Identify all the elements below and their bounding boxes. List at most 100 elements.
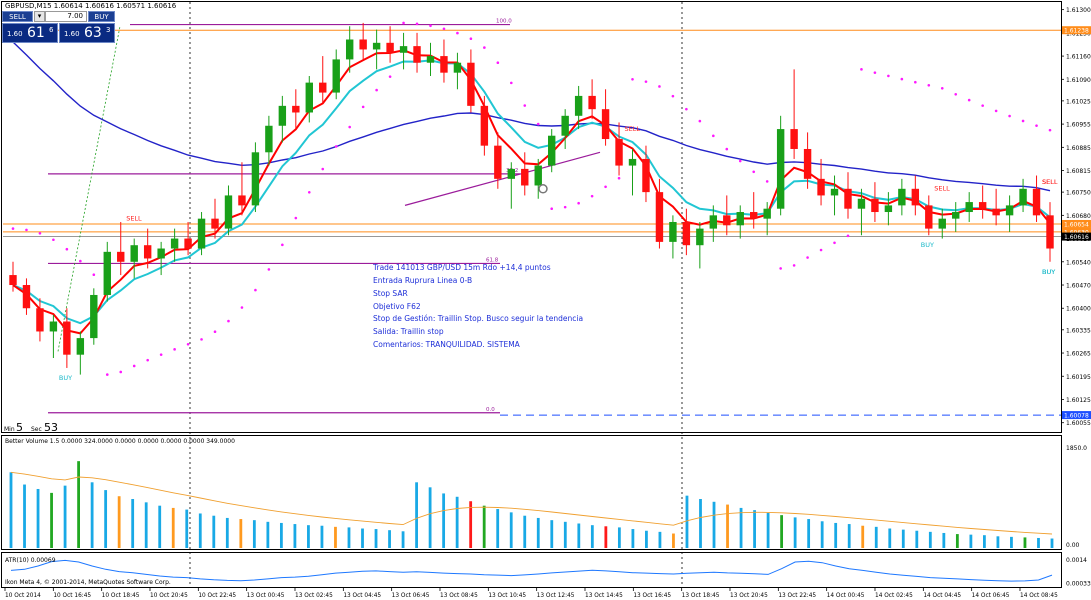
volume-bar xyxy=(550,520,554,548)
sar-dot xyxy=(792,264,796,267)
lots-input[interactable]: 7.00 xyxy=(45,11,87,22)
sar-dot xyxy=(819,248,823,252)
bear-candle xyxy=(184,238,192,249)
price-tick-label: 1.60680 xyxy=(1066,213,1091,220)
volume-tick-label: 0.00 xyxy=(1066,542,1080,549)
volume-bar xyxy=(563,521,567,548)
sar-dot xyxy=(119,370,123,374)
volume-bar xyxy=(699,499,702,548)
signal-ema-line xyxy=(12,59,1051,325)
bull-candle xyxy=(561,115,569,136)
sar-dot xyxy=(483,46,486,49)
fib-level-label: 61.8 xyxy=(486,257,499,263)
bear-candle xyxy=(978,202,987,209)
volume-bar xyxy=(834,522,838,548)
price-tick-label: 1.60955 xyxy=(1066,122,1091,129)
price-tick-label: 1.61300 xyxy=(1066,7,1091,14)
sell-quote-big: 61 xyxy=(27,25,45,41)
price-tick-label: 1.60750 xyxy=(1066,190,1091,197)
sell-quote[interactable]: 1.60 61 6 xyxy=(2,23,58,43)
volume-bar xyxy=(942,532,946,548)
bear-candle xyxy=(601,109,610,140)
bull-candle xyxy=(345,39,354,60)
price-tick-label: 1.60815 xyxy=(1066,168,1091,175)
bear-candle xyxy=(803,148,812,179)
sar-dot xyxy=(900,77,904,81)
sell-button[interactable]: SELL xyxy=(2,11,33,22)
sar-dot xyxy=(712,134,715,138)
sar-dot xyxy=(940,86,944,90)
sar-dot xyxy=(927,83,931,87)
trade-notes: Trade 141013 GBP/USD 15m Rdo +14,4 punto… xyxy=(372,263,583,349)
sar-dot xyxy=(887,74,890,78)
sar-dot xyxy=(765,180,769,183)
time-tick-label: 13 Oct 06:45 xyxy=(392,593,430,599)
price-tick-label: 1.60195 xyxy=(1066,374,1091,381)
crosshair-icon xyxy=(538,184,548,194)
buy-button[interactable]: BUY xyxy=(88,11,115,22)
bull-candle xyxy=(251,152,260,206)
volume-bar xyxy=(334,526,337,548)
volume-bar xyxy=(969,534,973,548)
sar-dot xyxy=(388,75,392,78)
bull-candle xyxy=(265,125,273,153)
price-tick-label: 1.60335 xyxy=(1066,327,1091,334)
sar-dot xyxy=(281,243,284,247)
sar-dot xyxy=(402,21,405,25)
time-tick-label: 13 Oct 20:45 xyxy=(730,593,768,599)
volume-bar xyxy=(9,472,13,548)
sell-signal-label: SELL xyxy=(625,125,641,133)
sar-dot xyxy=(914,80,917,84)
buy-signal-label: BUY xyxy=(1042,268,1055,276)
lots-dropdown-icon[interactable]: ▾ xyxy=(34,11,45,22)
bull-candle xyxy=(1019,188,1027,206)
price-label-box xyxy=(1062,232,1091,241)
volume-bar xyxy=(158,505,162,548)
volume-bar xyxy=(144,502,148,548)
bar-timer: Min 5 Sec 53 xyxy=(4,421,58,434)
volume-bar xyxy=(1010,536,1013,548)
volume-bar xyxy=(131,499,135,548)
volume-bar xyxy=(496,509,500,548)
volume-bar xyxy=(928,531,932,548)
sar-dot xyxy=(307,190,311,194)
price-tick-label: 1.60470 xyxy=(1066,283,1091,290)
buy-quote[interactable]: 1.60 63 3 xyxy=(59,23,115,43)
sar-dot xyxy=(685,107,688,111)
volume-bar xyxy=(482,505,486,548)
bear-candle xyxy=(359,39,367,50)
sar-dot xyxy=(806,256,809,259)
volume-average-line xyxy=(10,471,1053,535)
sell-signal-label: SELL xyxy=(1042,178,1058,186)
sar-dot xyxy=(563,205,567,209)
bear-candle xyxy=(925,205,933,229)
timer-sec-value: 53 xyxy=(44,421,58,434)
price-label-box xyxy=(1062,227,1091,236)
bull-candle xyxy=(197,218,206,249)
sar-dot xyxy=(1008,114,1011,118)
time-tick-label: 13 Oct 04:45 xyxy=(343,593,381,599)
bull-candle xyxy=(103,251,111,295)
note-line: Entrada Ruprura Linea 0-B xyxy=(373,276,472,285)
time-tick-label: 10 Oct 2014 xyxy=(5,593,41,599)
sar-dot xyxy=(523,104,527,107)
bear-candle xyxy=(588,95,596,110)
volume-panel-title: Better Volume 1.5 0.0000 324.0000 0.0000… xyxy=(5,438,235,445)
volume-bar xyxy=(766,512,770,548)
bull-candle xyxy=(1005,205,1014,216)
price-tick-label: 1.61160 xyxy=(1066,54,1091,61)
sar-dot xyxy=(11,227,15,230)
sar-dot xyxy=(334,145,338,148)
volume-bar xyxy=(685,495,689,548)
order-row: SELL ▾ 7.00 BUY xyxy=(2,11,115,22)
price-tick-label: 1.60055 xyxy=(1066,420,1091,427)
volume-bar xyxy=(90,482,94,548)
bear-candle xyxy=(1032,188,1041,216)
note-line: Trade 141013 GBP/USD 15m Rdo +14,4 punto… xyxy=(372,263,551,272)
time-tick-label: 10 Oct 18:45 xyxy=(102,593,140,599)
bear-candle xyxy=(1046,215,1054,249)
volume-bar xyxy=(347,527,351,548)
volume-bar xyxy=(847,524,851,548)
bull-candle xyxy=(76,338,85,355)
sar-dot xyxy=(92,273,96,277)
